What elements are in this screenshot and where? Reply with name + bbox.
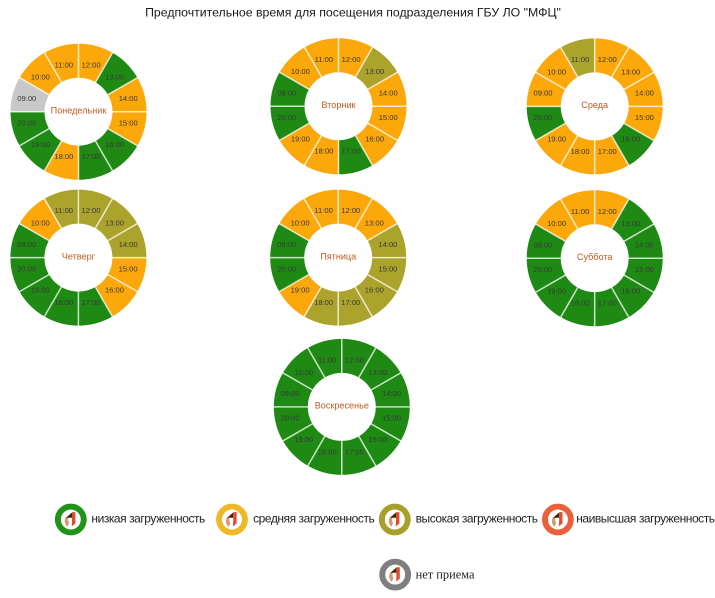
svg-text:19:00: 19:00 (31, 286, 50, 295)
svg-text:19:00: 19:00 (294, 435, 313, 444)
svg-text:Понедельник: Понедельник (51, 106, 108, 116)
svg-text:нет приема: нет приема (416, 568, 475, 582)
svg-text:11:00: 11:00 (55, 206, 73, 215)
svg-text:16:00: 16:00 (105, 286, 124, 295)
svg-text:18:00: 18:00 (314, 298, 333, 307)
svg-text:10:00: 10:00 (547, 219, 566, 228)
svg-text:20:00: 20:00 (281, 414, 300, 423)
svg-text:16:00: 16:00 (105, 140, 124, 149)
svg-text:20:00: 20:00 (17, 118, 36, 127)
svg-text:15:00: 15:00 (379, 113, 398, 122)
svg-text:18:00: 18:00 (314, 147, 333, 156)
svg-text:15:00: 15:00 (635, 265, 654, 274)
svg-text:13:00: 13:00 (365, 219, 384, 228)
svg-text:18:00: 18:00 (54, 298, 73, 307)
svg-text:10:00: 10:00 (547, 67, 566, 76)
svg-text:Суббота: Суббота (577, 252, 614, 262)
svg-text:15:00: 15:00 (378, 264, 397, 273)
svg-text:14:00: 14:00 (378, 240, 397, 249)
svg-text:Воскресенье: Воскресенье (315, 401, 369, 411)
svg-text:13:00: 13:00 (365, 67, 384, 76)
svg-text:14:00: 14:00 (635, 240, 654, 249)
svg-text:16:00: 16:00 (365, 286, 384, 295)
svg-text:14:00: 14:00 (635, 89, 654, 98)
svg-text:16:00: 16:00 (368, 435, 387, 444)
svg-text:17:00: 17:00 (598, 147, 617, 156)
svg-text:12:00: 12:00 (82, 60, 101, 69)
svg-text:11:00: 11:00 (315, 55, 333, 64)
svg-text:19:00: 19:00 (31, 140, 50, 149)
svg-text:17:00: 17:00 (81, 298, 100, 307)
svg-text:09:00: 09:00 (277, 240, 296, 249)
svg-text:18:00: 18:00 (54, 152, 73, 161)
svg-text:12:00: 12:00 (598, 207, 617, 216)
svg-text:19:00: 19:00 (547, 134, 566, 143)
svg-text:11:00: 11:00 (55, 60, 73, 69)
svg-text:20:00: 20:00 (533, 265, 552, 274)
svg-text:14:00: 14:00 (119, 240, 138, 249)
svg-text:15:00: 15:00 (635, 113, 654, 122)
svg-text:20:00: 20:00 (17, 264, 36, 273)
svg-text:20:00: 20:00 (533, 113, 552, 122)
svg-text:10:00: 10:00 (31, 219, 50, 228)
svg-text:11:00: 11:00 (571, 55, 589, 64)
svg-text:15:00: 15:00 (119, 118, 138, 127)
svg-text:19:00: 19:00 (547, 286, 566, 295)
svg-text:16:00: 16:00 (621, 286, 640, 295)
svg-text:13:00: 13:00 (621, 67, 640, 76)
svg-text:19:00: 19:00 (291, 134, 310, 143)
svg-text:13:00: 13:00 (105, 219, 124, 228)
svg-text:Вторник: Вторник (321, 100, 356, 110)
svg-text:17:00: 17:00 (342, 147, 361, 156)
svg-text:Предпочтительное время для пос: Предпочтительное время для посещения под… (145, 6, 561, 20)
svg-text:17:00: 17:00 (345, 447, 364, 456)
svg-text:09:00: 09:00 (277, 89, 296, 98)
svg-text:12:00: 12:00 (342, 55, 361, 64)
svg-text:10:00: 10:00 (291, 219, 310, 228)
svg-text:18:00: 18:00 (571, 147, 590, 156)
svg-text:13:00: 13:00 (105, 73, 124, 82)
svg-text:09:00: 09:00 (17, 94, 36, 103)
svg-text:14:00: 14:00 (379, 89, 398, 98)
svg-text:11:00: 11:00 (318, 356, 336, 365)
svg-text:средняя загруженность: средняя загруженность (253, 511, 374, 525)
svg-text:10:00: 10:00 (31, 73, 50, 82)
svg-text:13:00: 13:00 (368, 368, 387, 377)
svg-text:11:00: 11:00 (571, 207, 589, 216)
svg-text:15:00: 15:00 (119, 264, 138, 273)
svg-text:09:00: 09:00 (17, 240, 36, 249)
svg-text:09:00: 09:00 (533, 89, 552, 98)
svg-text:15:00: 15:00 (382, 414, 401, 423)
svg-text:Пятница: Пятница (320, 251, 357, 261)
svg-text:16:00: 16:00 (365, 134, 384, 143)
svg-text:высокая загруженность: высокая загруженность (416, 511, 538, 525)
svg-text:17:00: 17:00 (341, 298, 360, 307)
svg-text:14:00: 14:00 (382, 389, 401, 398)
svg-text:12:00: 12:00 (598, 55, 617, 64)
svg-text:12:00: 12:00 (345, 356, 364, 365)
svg-text:13:00: 13:00 (621, 219, 640, 228)
svg-text:10:00: 10:00 (294, 368, 313, 377)
svg-text:17:00: 17:00 (82, 152, 101, 161)
svg-text:09:00: 09:00 (281, 389, 300, 398)
svg-text:20:00: 20:00 (277, 264, 296, 273)
svg-text:18:00: 18:00 (571, 299, 590, 308)
svg-text:09:00: 09:00 (533, 240, 552, 249)
svg-text:19:00: 19:00 (291, 286, 310, 295)
svg-text:12:00: 12:00 (81, 206, 100, 215)
svg-text:низкая загруженность: низкая загруженность (91, 511, 205, 525)
svg-text:16:00: 16:00 (621, 134, 640, 143)
svg-text:20:00: 20:00 (277, 113, 296, 122)
svg-text:10:00: 10:00 (291, 67, 310, 76)
svg-text:Четверг: Четверг (62, 251, 96, 261)
svg-text:11:00: 11:00 (314, 206, 332, 215)
svg-text:12:00: 12:00 (341, 206, 360, 215)
svg-text:18:00: 18:00 (318, 447, 337, 456)
svg-text:Среда: Среда (581, 100, 609, 110)
svg-text:14:00: 14:00 (119, 94, 138, 103)
svg-text:наивысшая загруженность: наивысшая загруженность (576, 511, 715, 525)
svg-text:17:00: 17:00 (598, 299, 617, 308)
